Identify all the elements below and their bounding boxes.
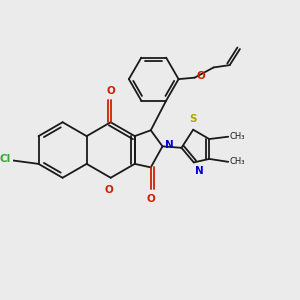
Text: N: N xyxy=(195,166,204,176)
Text: O: O xyxy=(106,86,115,96)
Text: CH₃: CH₃ xyxy=(230,132,245,141)
Text: O: O xyxy=(146,194,155,204)
Text: S: S xyxy=(189,114,197,124)
Text: O: O xyxy=(197,71,206,81)
Text: Cl: Cl xyxy=(0,154,11,164)
Text: CH₃: CH₃ xyxy=(230,157,245,166)
Text: O: O xyxy=(105,185,114,195)
Text: N: N xyxy=(165,140,174,150)
